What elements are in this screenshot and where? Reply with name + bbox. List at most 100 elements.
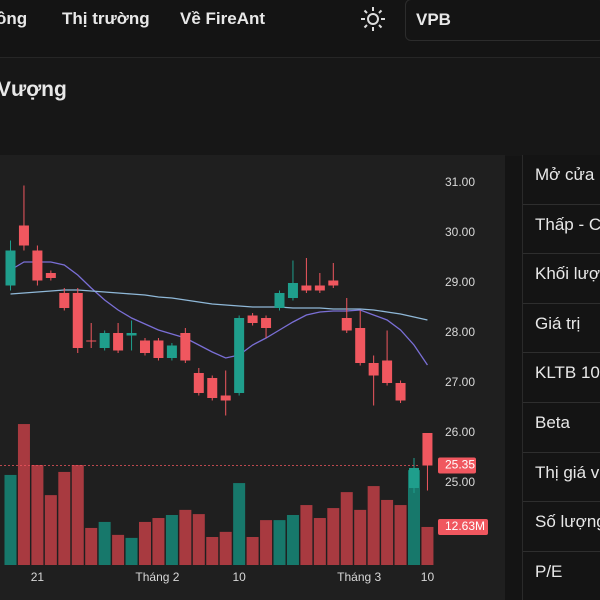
nav-item[interactable]: ồng [0,9,28,28]
volume-bar [152,518,165,565]
x-tick-label: 10 [232,570,246,584]
volume-bar [246,536,259,565]
stat-label: Giá trị [523,304,600,354]
volume-bar [58,471,71,565]
volume-bar [286,515,299,565]
price-tag [438,457,476,474]
search-text: VPB [416,10,451,29]
volume-bar [17,424,30,565]
candle-body [45,273,56,278]
candle-body [86,340,97,342]
nav-item[interactable]: Về FireAnt [180,9,266,28]
x-tick-label: 21 [31,570,45,584]
volume-bar [381,499,394,565]
stat-label: Số lượng [523,502,600,552]
candle-body [113,333,124,351]
volume-bar [273,520,286,565]
y-tick-label: 30.00 [445,225,475,239]
y-tick-label: 29.00 [445,275,475,289]
candle-body [140,340,150,353]
x-tick-label: Tháng 3 [337,570,381,584]
candle-body [368,363,379,376]
volume-bar [112,534,125,565]
candle-body [395,383,406,401]
volume-tag [438,518,488,535]
volume-bar [4,474,17,565]
volume-bar [179,509,192,565]
moving-average [10,289,428,321]
volume-bar [98,521,111,565]
candle-body [126,333,137,336]
y-tick-label: 31.00 [445,175,475,189]
candle-body [99,333,110,348]
candle-body [341,318,352,331]
volume-bar [139,521,151,565]
candle-body [220,395,231,401]
candle-body [5,250,16,286]
candle-body [274,293,285,308]
volume-bar [408,470,420,565]
candle-body [314,285,325,291]
volume-bar [367,486,380,565]
theme-toggle[interactable] [361,7,385,31]
stat-label: Beta [523,403,600,453]
volume-bar [327,508,340,565]
candle-body [355,328,366,363]
candle-body [382,360,393,383]
stat-label: Thấp - Cao [523,205,600,255]
volume-bar [165,515,178,565]
y-tick-label: 25.00 [445,475,475,489]
candle-body [409,468,419,488]
candle-body [261,318,272,328]
volume-bar [44,495,57,565]
volume-bar [125,537,138,565]
search-box[interactable]: VPB [405,0,600,41]
moving-average [10,261,428,366]
y-tick-label: 28.00 [445,325,475,339]
volume-bar [394,505,407,565]
volume-bar [192,514,205,565]
volume-bar [85,527,98,565]
candle-body [166,345,177,358]
candle-body [32,250,43,281]
candle-body [422,433,433,466]
volume-bar [206,536,219,565]
header: Vượng [0,57,600,156]
x-tick-label: 10 [421,570,435,584]
volume-bar [260,520,273,565]
stat-label: P/E [523,552,600,600]
candle-body [72,293,83,348]
volume-bar [31,465,44,565]
stat-label: KLTB 10 [523,353,600,403]
y-tick-label: 26.00 [445,425,475,439]
candle-body [234,318,245,393]
candle-body [247,315,258,323]
candle-body [180,333,191,361]
candle-body [18,225,29,246]
volume-tag-text: 12.63M [445,519,485,533]
candle-body [153,340,164,358]
candle-body [207,378,218,398]
candle-body [193,373,204,393]
candle-body [59,293,70,308]
stat-label: Thị giá vốn [523,453,600,503]
price-tag-text: 25.35 [445,458,475,472]
volume-bar [219,531,232,565]
volume-bar [300,505,313,565]
chart: 31.00 30.00 29.00 28.00 27.00 26.00 25.00 21 Thá… [0,155,505,600]
stock-title: Vượng [0,78,67,101]
volume-bar [340,492,353,565]
y-tick-label: 27.00 [445,375,475,389]
stat-label: Khối lượng [523,254,600,304]
x-tick-label: Tháng 2 [135,570,179,584]
stat-label: Mở cửa [523,155,600,205]
nav-item[interactable]: Thị trường [62,9,150,28]
candle-body [287,283,298,298]
candle-body [301,285,312,291]
volume-bar [421,526,434,565]
volume-bar [233,483,246,565]
candle-body [328,280,339,286]
volume-bar [354,509,367,565]
